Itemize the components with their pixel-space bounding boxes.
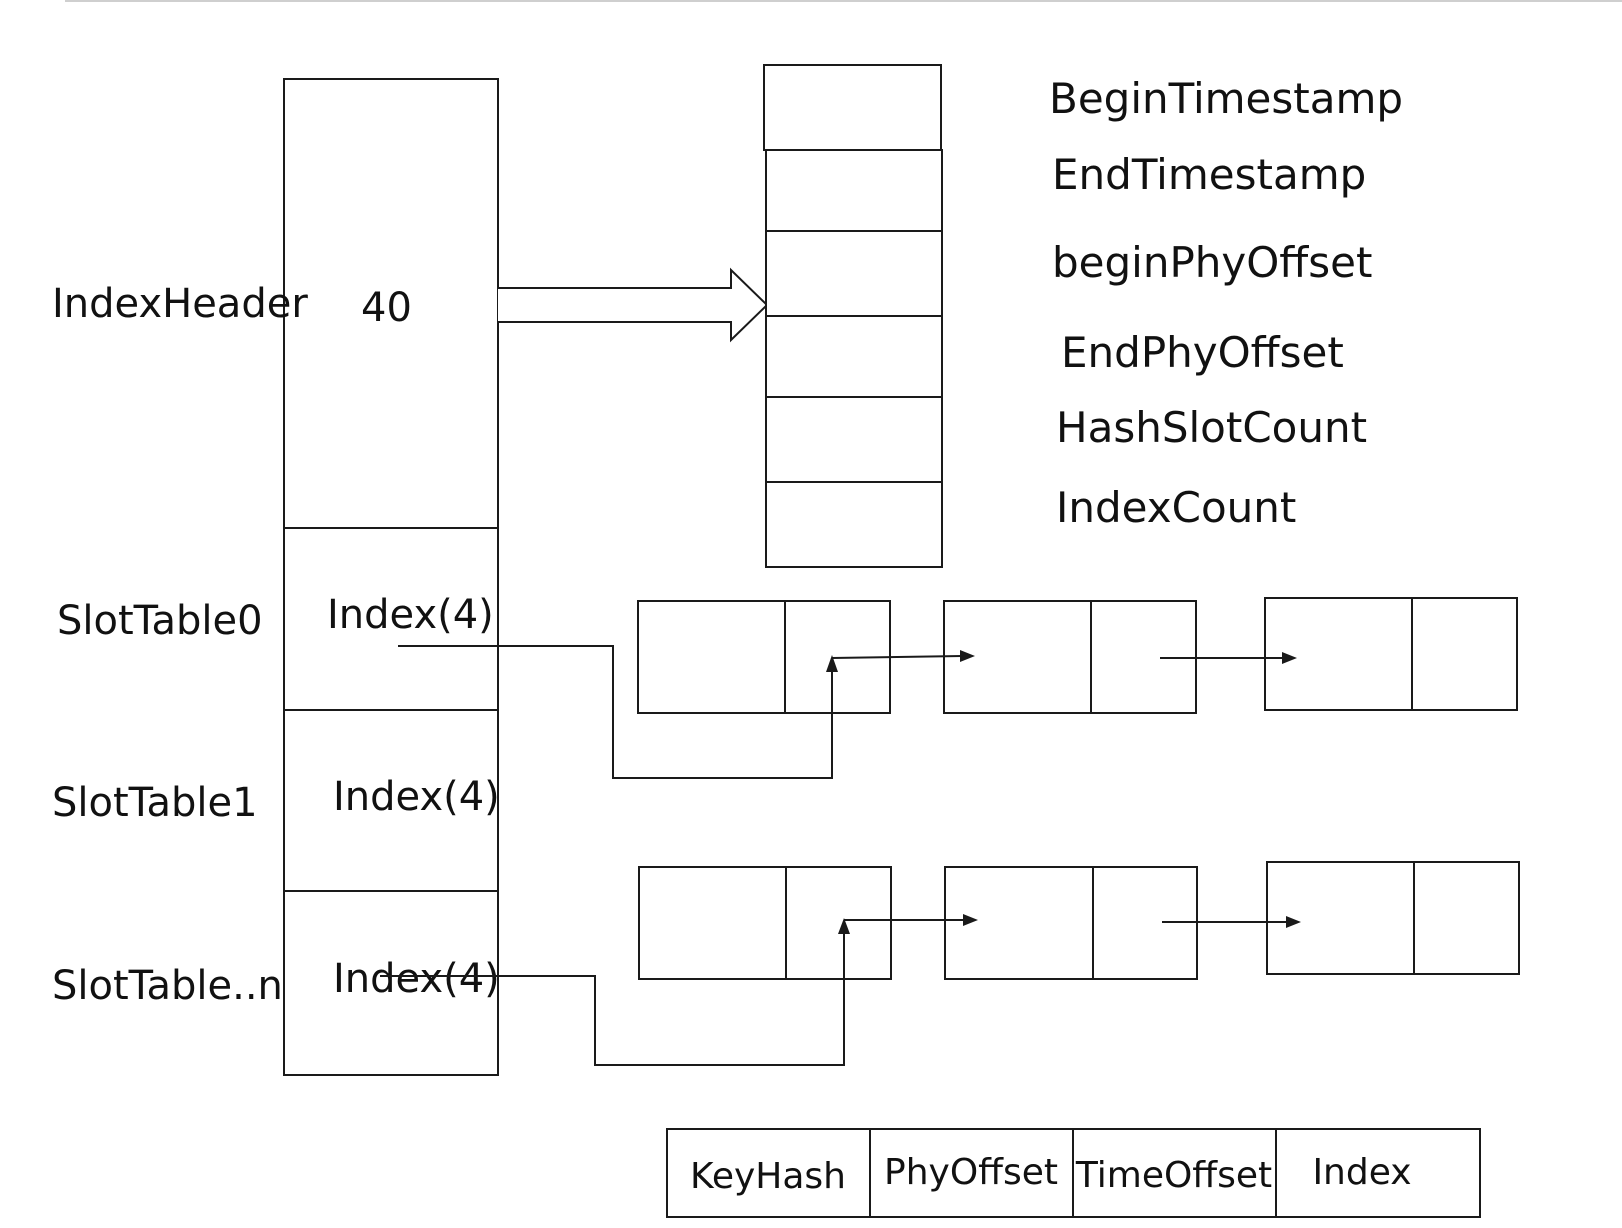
header-field-box	[765, 315, 943, 398]
entry-keyhash: KeyHash	[690, 1156, 846, 1197]
header-field-box	[765, 149, 943, 232]
header-field-box	[763, 64, 942, 151]
entry-phyoffset: PhyOffset	[884, 1152, 1058, 1193]
next-pointer-line	[831, 655, 963, 659]
field-begin-phy-offset: beginPhyOffset	[1052, 238, 1372, 287]
arrowhead	[963, 914, 978, 926]
slot-table-0-cell: Index(4)	[327, 592, 494, 638]
arrowhead	[1286, 916, 1301, 928]
list-node	[1264, 597, 1518, 711]
arrowhead	[1282, 652, 1297, 664]
slot-table-n-block	[283, 890, 499, 1076]
slotn-pointer-line	[380, 930, 845, 1066]
slot-table-0-label: SlotTable0	[57, 598, 263, 644]
arrowhead	[960, 650, 975, 662]
slot-table-0-block	[283, 527, 499, 711]
slot-table-n-cell: Index(4)	[333, 956, 500, 1002]
field-hash-slot-count: HashSlotCount	[1056, 403, 1367, 452]
slot0-pointer-line	[398, 645, 833, 779]
field-end-phy-offset: EndPhyOffset	[1061, 328, 1344, 377]
index-header-label: IndexHeader	[52, 281, 308, 327]
slot-table-n-label: SlotTable..n	[52, 963, 283, 1009]
field-index-count: IndexCount	[1056, 483, 1296, 532]
list-node	[1266, 861, 1520, 975]
header-field-box	[765, 396, 943, 483]
entry-index: Index	[1312, 1152, 1411, 1193]
list-node	[944, 866, 1198, 980]
arrowhead	[838, 918, 850, 934]
slot-table-1-cell: Index(4)	[333, 774, 500, 820]
arrowhead	[826, 655, 838, 672]
field-begin-timestamp: BeginTimestamp	[1049, 74, 1403, 123]
header-field-box	[765, 481, 943, 568]
header-expand-arrow	[498, 267, 769, 343]
list-node	[943, 600, 1197, 714]
list-node	[638, 866, 892, 980]
header-field-box	[765, 230, 943, 317]
slot-table-1-label: SlotTable1	[52, 780, 258, 826]
entry-timeoffset: TimeOffset	[1075, 1155, 1272, 1196]
field-end-timestamp: EndTimestamp	[1052, 150, 1366, 199]
index-header-size: 40	[361, 285, 412, 331]
